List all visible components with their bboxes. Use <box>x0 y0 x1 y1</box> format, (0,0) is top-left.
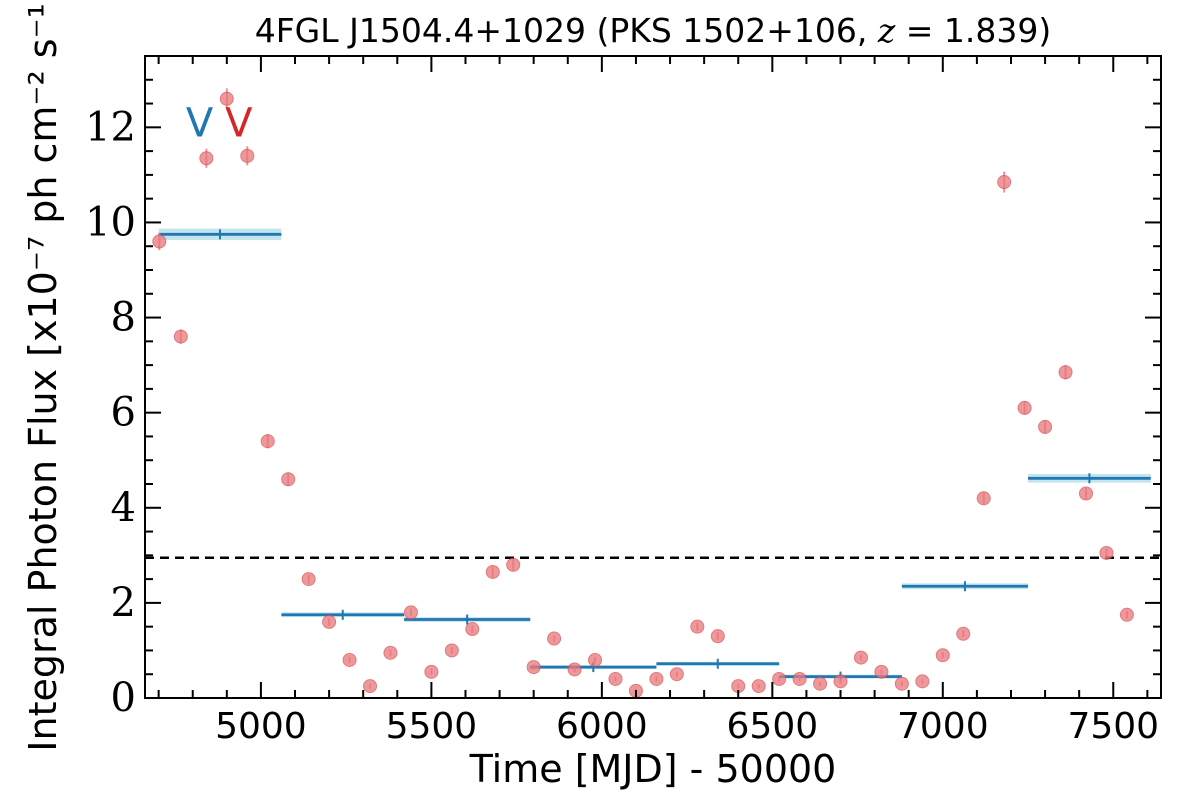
data-point <box>173 329 188 344</box>
data-point <box>322 614 337 629</box>
y-tick-label: 6 <box>111 390 136 436</box>
data-point <box>403 605 418 620</box>
data-point <box>1058 365 1073 380</box>
data-point <box>506 557 521 572</box>
data-point <box>547 631 562 646</box>
data-point <box>792 671 807 686</box>
data-point <box>690 619 705 634</box>
data-point <box>219 88 234 110</box>
y-tick-label: 10 <box>85 199 136 245</box>
data-point <box>874 664 889 679</box>
data-point <box>997 171 1012 193</box>
data-point <box>853 650 868 665</box>
data-point <box>1017 400 1032 415</box>
data-point <box>260 434 275 449</box>
x-tick-label: 6500 <box>727 706 819 747</box>
data-point <box>1078 486 1093 501</box>
y-axis: 0 2 4 6 8 10 12 <box>85 55 1161 721</box>
data-point <box>1119 607 1134 622</box>
bin-segment <box>901 581 1029 592</box>
data-point <box>1099 545 1114 560</box>
x-tick-label: 5000 <box>215 706 307 747</box>
x-tick-label: 7000 <box>897 706 989 747</box>
data-point <box>383 645 398 660</box>
data-point <box>199 148 214 168</box>
bin-segment <box>404 614 531 625</box>
data-point <box>833 674 848 689</box>
y-tick-label: 0 <box>111 675 136 721</box>
data-point <box>669 667 684 682</box>
chart-title: 4FGL J1504.4+1029 (PKS 1502+106, z = 1.8… <box>255 11 1052 50</box>
data-point <box>465 622 480 637</box>
bin-segment <box>281 609 405 620</box>
y-tick-label: 8 <box>111 295 136 341</box>
data-point <box>363 679 378 694</box>
data-point <box>588 652 603 667</box>
data-point <box>710 629 725 644</box>
data-point <box>1038 419 1053 434</box>
data-point <box>444 643 459 658</box>
data-point <box>567 662 582 677</box>
y-axis-label: Integral Photon Flux [x10⁻⁷ ph cm⁻² s⁻¹] <box>21 0 65 752</box>
x-tick-label: 7500 <box>1067 706 1159 747</box>
data-point <box>342 652 357 667</box>
x-tick-label: 5500 <box>386 706 478 747</box>
data-point <box>935 648 950 663</box>
data-point <box>956 626 971 641</box>
data-point <box>976 491 991 506</box>
data-point <box>152 232 167 251</box>
y-tick-label: 4 <box>111 485 136 531</box>
data-point <box>772 671 787 686</box>
data-point <box>526 660 541 675</box>
event-marker: V <box>225 101 253 147</box>
data-point <box>301 572 316 587</box>
data-point <box>915 674 930 689</box>
data-point <box>608 671 623 686</box>
y-tick-label: 2 <box>111 580 136 626</box>
bin-segment <box>656 658 780 669</box>
data-point <box>751 679 766 694</box>
plot-frame <box>144 55 1162 699</box>
bin-segment <box>1028 473 1151 484</box>
x-axis-label: Time [MJD] - 50000 <box>469 747 837 791</box>
event-marker: V <box>186 101 214 147</box>
bin-segment <box>158 228 282 241</box>
data-point <box>649 671 664 686</box>
data-point <box>813 676 828 691</box>
y-tick-label: 12 <box>85 104 136 150</box>
x-tick-label: 6000 <box>556 706 648 747</box>
data-point <box>424 664 439 679</box>
data-point <box>894 676 909 691</box>
data-point <box>281 472 296 487</box>
x-axis: 5000 5500 6000 6500 7000 7500 <box>157 56 1159 747</box>
data-point <box>485 564 500 579</box>
data-point <box>240 146 255 166</box>
